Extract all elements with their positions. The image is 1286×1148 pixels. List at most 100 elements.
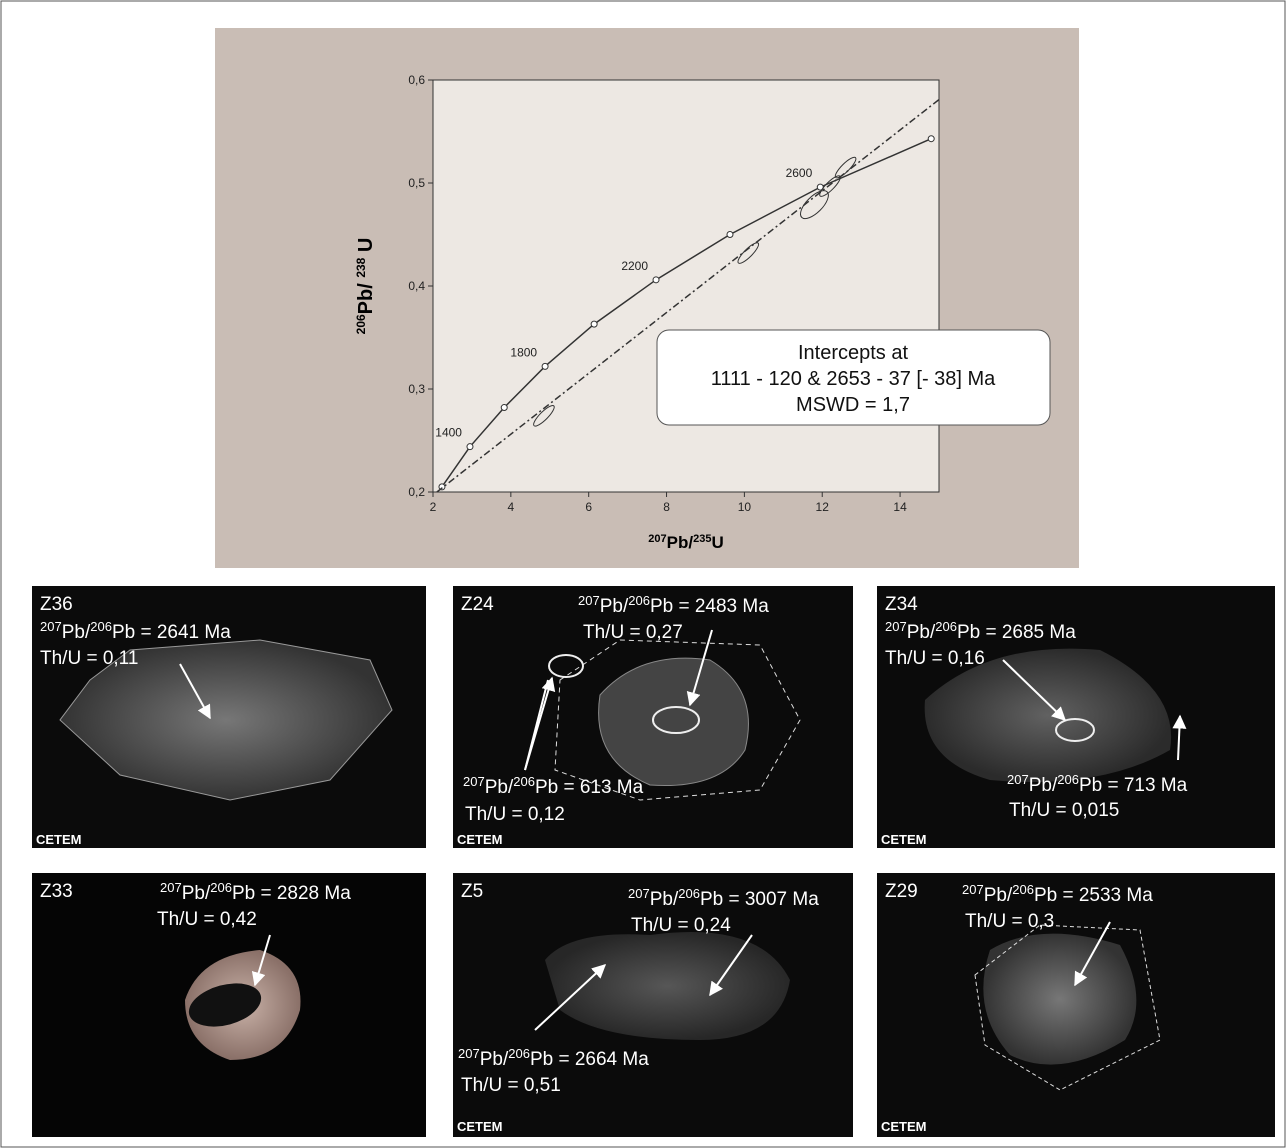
x-tick-label: 4 [508, 500, 515, 514]
text-part: Pb/ [1029, 775, 1058, 796]
text-part: Pb/ [182, 883, 211, 904]
age-marker [591, 321, 597, 327]
y-tick-label: 0,4 [408, 279, 425, 293]
panel-id: Z33 [40, 881, 73, 902]
text-part: 206 [513, 774, 535, 789]
age-marker [727, 232, 733, 238]
text-part: Pb = 2641 Ma [112, 622, 231, 643]
thu-text: Th/U = 0,12 [465, 804, 565, 825]
text-part: Pb = 613 Ma [535, 777, 644, 798]
age-text: 207Pb/206Pb = 2641 Ma [40, 619, 231, 643]
age-text: 207Pb/206Pb = 2828 Ma [160, 880, 351, 904]
text-part: 206 [1012, 882, 1034, 897]
text-part: 207 [962, 882, 984, 897]
thu-text: Th/U = 0,3 [965, 911, 1054, 932]
age-label: 1400 [435, 426, 462, 440]
x-tick-label: 6 [585, 500, 592, 514]
text-part: Pb = 713 Ma [1079, 775, 1188, 796]
x-tick-label: 14 [893, 500, 907, 514]
age-text: 207Pb/206Pb = 3007 Ma [628, 886, 819, 910]
text-part: Pb/ [62, 622, 91, 643]
logo: CETEM [457, 832, 503, 847]
text-part: 207 [885, 619, 907, 634]
text-part: 207 [463, 774, 485, 789]
panel-id: Z24 [461, 594, 494, 615]
x-tick-label: 2 [430, 500, 437, 514]
y-tick-label: 0,3 [408, 382, 425, 396]
annotation-text: 1111 - 120 & 2653 - 37 [- 38] Ma [711, 368, 996, 390]
logo: CETEM [881, 1119, 927, 1134]
text-part: Pb/ [984, 885, 1013, 906]
age-marker [467, 444, 473, 450]
age-label: 2600 [786, 166, 813, 180]
thu-text: Th/U = 0,11 [40, 648, 138, 669]
thu-text: Th/U = 0,42 [157, 909, 257, 930]
thu-text: Th/U = 0,27 [583, 622, 683, 643]
text-part: 206 [1057, 772, 1079, 787]
text-part: 207 [628, 886, 650, 901]
age-marker [501, 405, 507, 411]
y-tick-label: 0,5 [408, 176, 425, 190]
thu-text: Th/U = 0,16 [885, 648, 985, 669]
text-part: 206 [678, 886, 700, 901]
thu-text: Th/U = 0,24 [631, 915, 731, 936]
label-part: U [711, 533, 723, 552]
age-text: 207Pb/206Pb = 2685 Ma [885, 619, 1076, 643]
text-part: Pb/ [650, 889, 679, 910]
text-part: 206 [935, 619, 957, 634]
text-part: 206 [210, 880, 232, 895]
panel-id: Z29 [885, 881, 918, 902]
label-part: 238 [354, 257, 368, 277]
text-part: 207 [1007, 772, 1029, 787]
text-part: 206 [508, 1046, 530, 1061]
text-part: Pb = 2664 Ma [530, 1049, 649, 1070]
text-part: Pb = 2533 Ma [1034, 885, 1153, 906]
figure: 24681012140,20,30,40,50,6207Pb/235U206Pb… [0, 0, 1286, 1148]
x-tick-label: 12 [816, 500, 830, 514]
text-part: 206 [90, 619, 112, 634]
text-part: 207 [578, 593, 600, 608]
text-part: 207 [458, 1046, 480, 1061]
panel-id: Z5 [461, 881, 483, 902]
age-marker [542, 363, 548, 369]
age-marker [653, 277, 659, 283]
age-text: 207Pb/206Pb = 2533 Ma [962, 882, 1153, 906]
age-text: 207Pb/206Pb = 2664 Ma [458, 1046, 649, 1070]
y-tick-label: 0,6 [408, 73, 425, 87]
text-part: 206 [628, 593, 650, 608]
text-part: Pb = 2828 Ma [232, 883, 351, 904]
text-part: Pb/ [600, 596, 629, 617]
x-tick-label: 10 [738, 500, 752, 514]
logo: CETEM [881, 832, 927, 847]
text-part: Pb/ [480, 1049, 509, 1070]
age-text: 207Pb/206Pb = 613 Ma [463, 774, 644, 798]
logo: CETEM [36, 832, 82, 847]
label-part: 235 [693, 533, 711, 545]
y-tick-label: 0,2 [408, 485, 425, 499]
annotation-text: MSWD = 1,7 [796, 394, 910, 416]
thu-text: Th/U = 0,51 [461, 1075, 561, 1096]
panel-id: Z36 [40, 594, 73, 615]
label-part: 207 [648, 533, 666, 545]
label-part: U [355, 238, 377, 258]
age-text: 207Pb/206Pb = 2483 Ma [578, 593, 769, 617]
text-part: 207 [160, 880, 182, 895]
age-label: 1800 [510, 345, 537, 359]
label-part: Pb/ [667, 533, 694, 552]
label-part: 206 [354, 314, 368, 334]
annotation-text: Intercepts at [798, 342, 909, 364]
text-part: Pb = 2483 Ma [650, 596, 769, 617]
age-text: 207Pb/206Pb = 713 Ma [1007, 772, 1188, 796]
logo: CETEM [457, 1119, 503, 1134]
label-part: Pb/ [355, 278, 377, 315]
age-label: 2200 [621, 259, 648, 273]
thu-text: Th/U = 0,015 [1009, 800, 1119, 821]
text-part: Pb/ [485, 777, 514, 798]
plot-area [433, 80, 939, 492]
x-tick-label: 8 [663, 500, 670, 514]
text-part: Pb/ [907, 622, 936, 643]
age-marker [928, 136, 934, 142]
text-part: 207 [40, 619, 62, 634]
text-part: Pb = 3007 Ma [700, 889, 819, 910]
panel-id: Z34 [885, 594, 918, 615]
